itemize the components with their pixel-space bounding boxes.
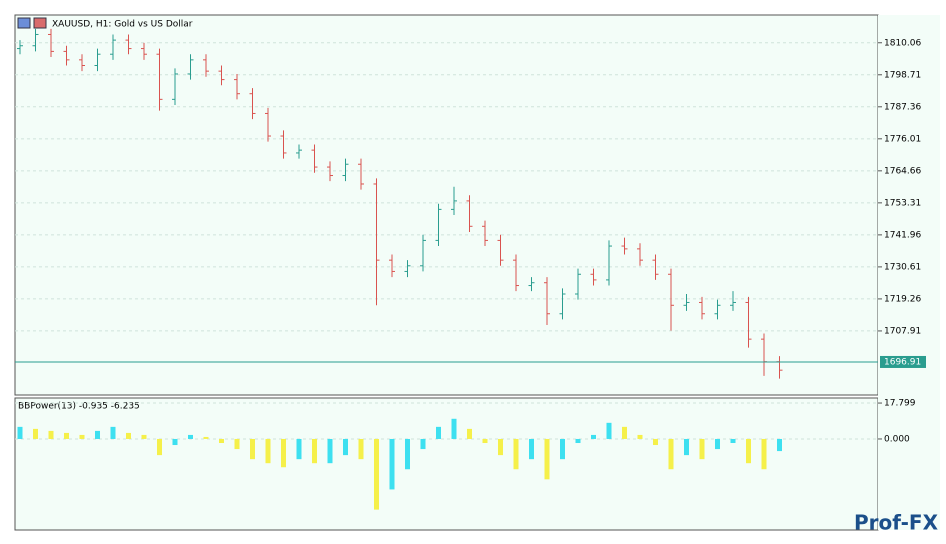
power-bar xyxy=(730,438,736,444)
y-tick-label: 1798.71 xyxy=(884,70,921,80)
power-bar xyxy=(95,430,100,439)
power-bar xyxy=(327,438,333,464)
power-bar xyxy=(389,438,395,490)
power-bar xyxy=(591,434,596,439)
power-bar xyxy=(606,422,612,439)
power-bar xyxy=(560,438,565,460)
power-bar xyxy=(637,434,643,439)
power-bar xyxy=(529,438,534,460)
power-bar xyxy=(188,434,193,439)
power-bar xyxy=(250,438,255,460)
chart-title: XAUUSD, H1: Gold vs US Dollar xyxy=(52,20,193,30)
current-price-label: 1696.91 xyxy=(884,357,921,367)
power-bar xyxy=(358,438,364,460)
y-tick-label: 1741.96 xyxy=(884,230,921,240)
power-bar xyxy=(126,432,131,439)
power-bar xyxy=(110,426,116,439)
power-bar xyxy=(467,428,472,439)
power-bar xyxy=(622,426,627,439)
power-bar xyxy=(296,438,302,460)
power-bar xyxy=(234,438,240,450)
power-bar xyxy=(761,438,767,470)
power-bar xyxy=(33,428,38,439)
power-bar xyxy=(79,434,85,439)
indicator-title: BBPower(13) -0.935 -6.235 xyxy=(18,402,140,412)
power-bar xyxy=(203,436,209,439)
y-tick-label: 1810.06 xyxy=(884,38,921,48)
power-bar xyxy=(436,426,441,439)
power-bar xyxy=(17,426,23,439)
y-tick-label: 17.799 xyxy=(884,399,916,409)
y-tick-label: 1719.26 xyxy=(884,294,921,304)
power-bar xyxy=(172,438,178,446)
y-tick-label: 1730.61 xyxy=(884,262,921,272)
power-bar xyxy=(451,418,457,439)
price-axis xyxy=(878,15,940,530)
power-bar xyxy=(746,438,751,464)
power-bar xyxy=(684,438,689,456)
power-bar xyxy=(498,438,503,456)
watermark: Prof-FX xyxy=(854,511,939,535)
indicator-panel xyxy=(14,397,879,531)
y-tick-label: 1764.66 xyxy=(884,166,921,176)
y-tick-label: 1787.36 xyxy=(884,102,921,112)
power-bar xyxy=(668,438,674,470)
power-bar xyxy=(141,434,147,439)
power-bar xyxy=(575,438,581,444)
power-bar xyxy=(653,438,658,446)
price-panel xyxy=(14,14,879,396)
power-bar xyxy=(64,432,69,439)
power-bar xyxy=(699,438,705,460)
power-bar xyxy=(219,438,224,444)
power-bar xyxy=(405,438,410,470)
current-price-box xyxy=(880,355,926,368)
power-bar xyxy=(374,438,379,510)
power-bar xyxy=(420,438,426,450)
icon xyxy=(17,17,31,29)
power-bar xyxy=(312,438,317,464)
power-bar xyxy=(715,438,720,450)
icon xyxy=(33,17,47,29)
power-bar xyxy=(343,438,348,456)
power-bar xyxy=(482,438,488,444)
power-bar xyxy=(513,438,519,470)
power-bar xyxy=(157,438,162,456)
power-bar xyxy=(265,438,271,464)
power-bar xyxy=(281,438,286,468)
y-tick-label: 1776.01 xyxy=(884,134,921,144)
y-tick-label: 1753.31 xyxy=(884,198,921,208)
power-bar xyxy=(48,430,54,439)
y-tick-label: 1707.91 xyxy=(884,326,921,336)
power-bar xyxy=(777,438,782,452)
y-tick-label: 0.000 xyxy=(884,434,910,444)
power-bar xyxy=(544,438,550,480)
